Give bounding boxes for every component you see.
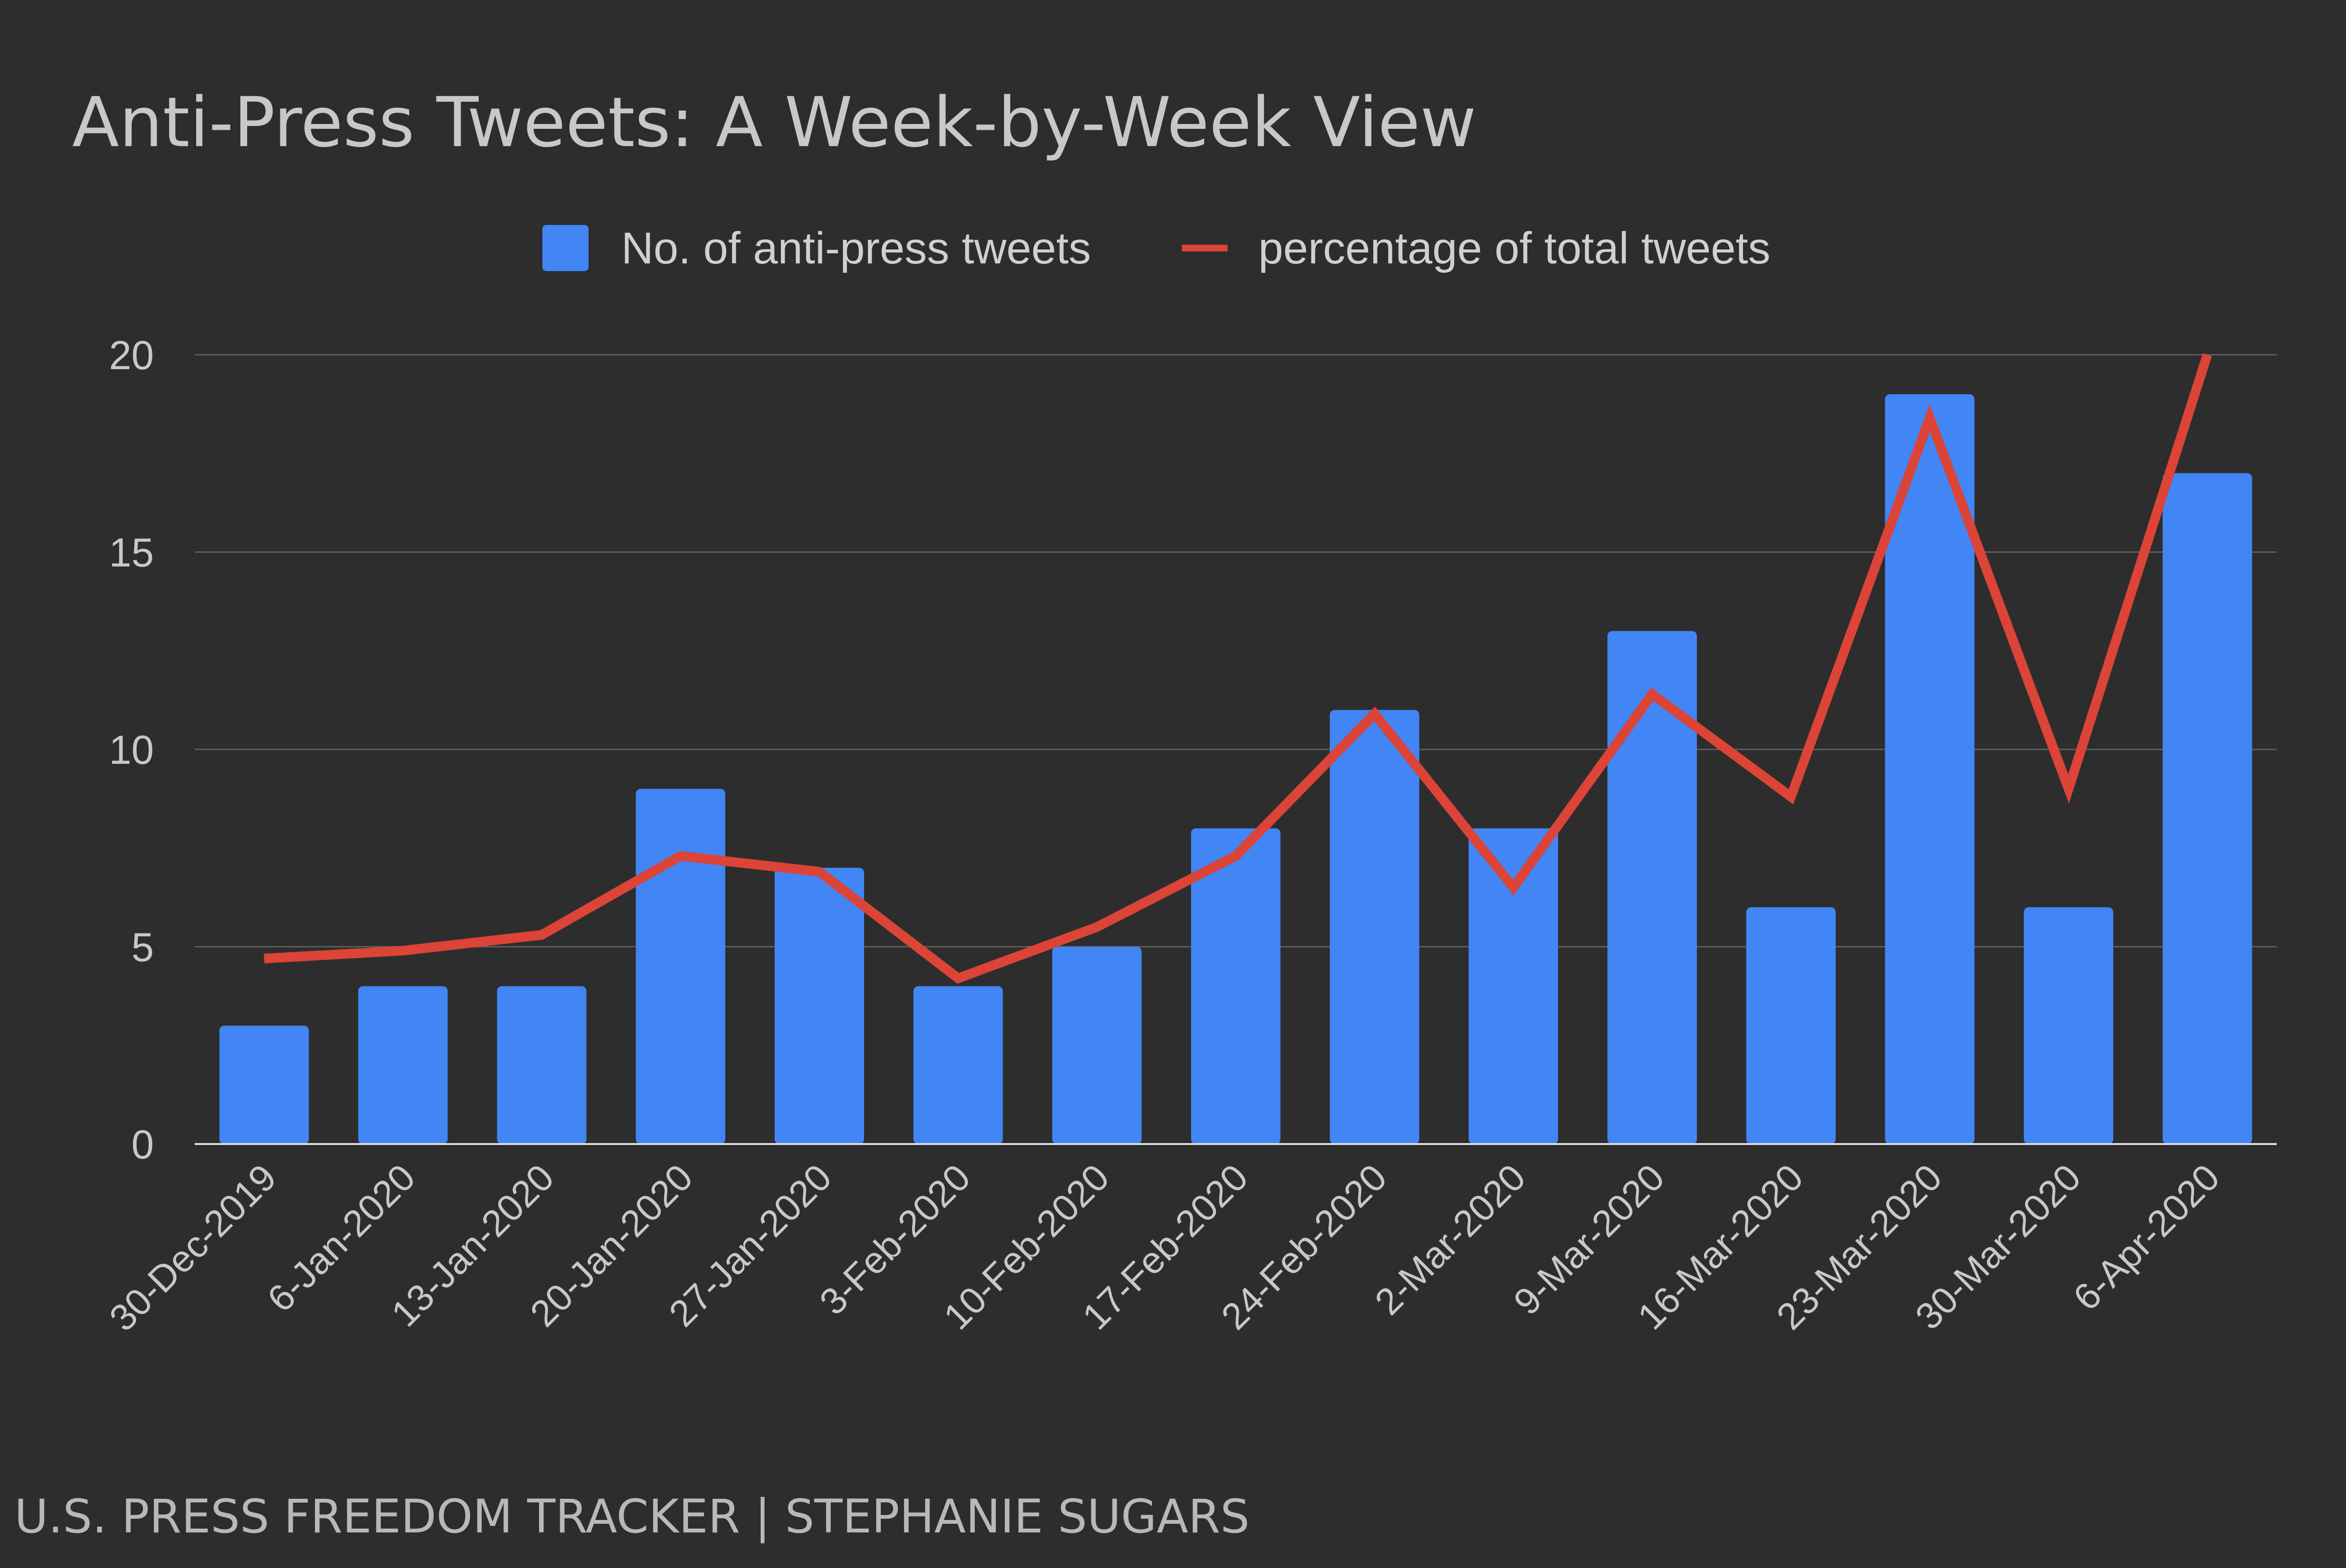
legend: No. of anti-press tweets percentage of t…: [542, 223, 1770, 273]
line-point: [1096, 926, 1098, 928]
bar: [913, 986, 1003, 1144]
bar: [1607, 631, 1697, 1144]
bar: [636, 789, 726, 1144]
line-point: [402, 950, 403, 951]
bar: [1191, 828, 1280, 1144]
bar: [2162, 473, 2252, 1144]
line-point: [1929, 417, 1931, 419]
credit-footer: U.S. PRESS FREEDOM TRACKER | STEPHANIE S…: [14, 1490, 1250, 1544]
bar: [358, 986, 448, 1144]
line-series: [263, 353, 2212, 984]
chart-title: Anti-Press Tweets: A Week-by-Week View: [72, 82, 1476, 162]
y-tick-label: 0: [131, 1122, 154, 1167]
bar: [1330, 709, 1419, 1144]
bar: [1885, 394, 1975, 1144]
line-point: [541, 934, 542, 935]
y-tick-label: 15: [109, 530, 154, 575]
legend-label-line: percentage of total tweets: [1258, 223, 1770, 273]
bar: [1468, 828, 1558, 1144]
bar: [1746, 907, 1836, 1144]
legend-swatch-bars: [542, 225, 589, 271]
y-axis: 0 5 10 15 20: [109, 333, 154, 1167]
bar: [219, 1025, 309, 1144]
bar: [1052, 946, 1142, 1144]
bar: [775, 868, 864, 1144]
line-point: [819, 871, 820, 872]
line-point: [2068, 788, 2069, 790]
line-point: [1374, 713, 1375, 715]
line-point: [957, 978, 959, 979]
line-point: [1235, 855, 1236, 857]
line-point: [2207, 354, 2208, 355]
line-point: [680, 855, 681, 857]
bar: [497, 986, 587, 1144]
y-tick-label: 20: [109, 333, 154, 378]
line-point: [263, 958, 265, 959]
y-tick-label: 5: [131, 925, 154, 970]
y-tick-label: 10: [109, 727, 154, 772]
legend-label-bars: No. of anti-press tweets: [621, 223, 1091, 273]
line-point: [1513, 887, 1514, 888]
line-point: [1790, 796, 1792, 797]
line-point: [1652, 694, 1653, 695]
bar-series: [219, 394, 2252, 1144]
bar: [2024, 907, 2113, 1144]
